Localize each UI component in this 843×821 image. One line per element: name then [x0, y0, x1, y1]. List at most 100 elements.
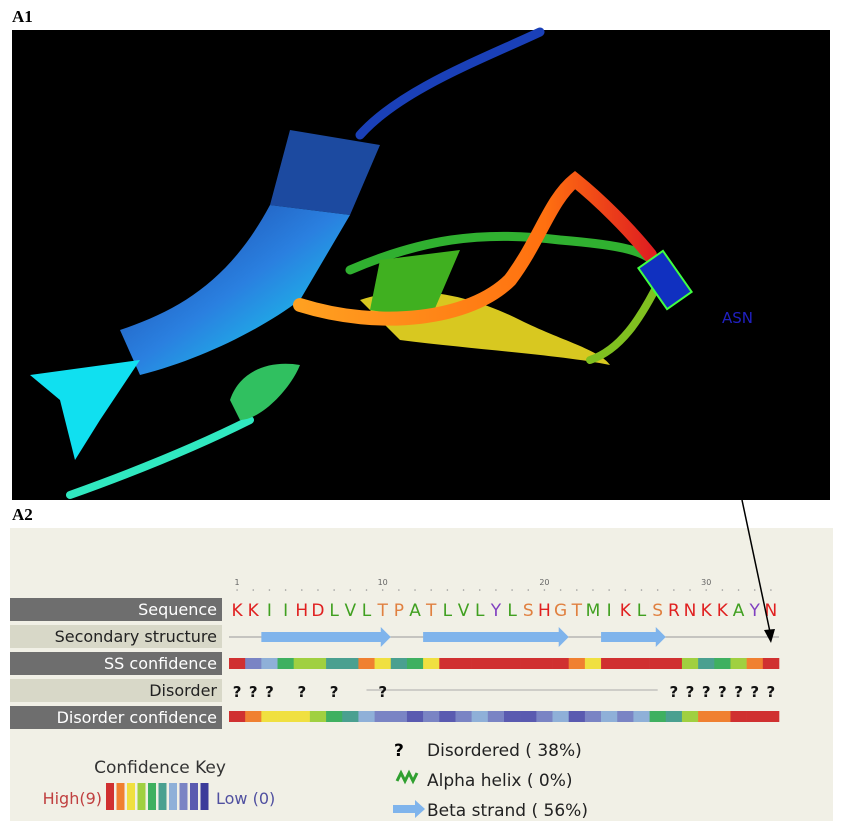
residue: H	[295, 601, 308, 621]
confidence-cell	[536, 711, 552, 722]
row-label: Disorder	[149, 681, 217, 700]
confidence-cell	[601, 658, 617, 669]
ruler-dot	[689, 589, 691, 591]
residue: A	[409, 601, 421, 621]
ruler-dot	[463, 589, 465, 591]
confidence-cell	[261, 658, 277, 669]
ruler-label: 20	[539, 578, 549, 587]
residue: D	[311, 601, 324, 621]
confidence-cell	[342, 658, 358, 669]
confidence-cell	[698, 711, 714, 722]
residue: R	[668, 601, 680, 621]
key-swatch	[127, 783, 135, 810]
confidence-cell	[310, 711, 326, 722]
confidence-cell	[601, 711, 617, 722]
confidence-cell	[472, 658, 488, 669]
residue: H	[538, 601, 551, 621]
key-swatch	[180, 783, 188, 810]
confidence-cell	[714, 658, 730, 669]
confidence-cell	[650, 711, 666, 722]
ruler-dot	[722, 589, 724, 591]
residue: L	[507, 601, 517, 621]
confidence-cell	[585, 711, 601, 722]
disorder-mark: ?	[750, 683, 759, 701]
residue: T	[425, 601, 437, 621]
confidence-cell	[666, 711, 682, 722]
ruler-dot	[285, 589, 287, 591]
page: A1 ASN A2 SequenceSecondary structureSS …	[0, 0, 843, 821]
disorder-mark: ?	[233, 683, 242, 701]
confidence-cell	[407, 711, 423, 722]
confidence-cell	[423, 711, 439, 722]
confidence-cell	[617, 711, 633, 722]
key-swatch	[148, 783, 156, 810]
confidence-cell	[326, 711, 342, 722]
residue: N	[684, 601, 697, 621]
confidence-cell	[245, 658, 261, 669]
residue: K	[232, 601, 244, 621]
key-high: High(9)	[43, 789, 102, 808]
confidence-cell	[342, 711, 358, 722]
confidence-cell	[439, 711, 455, 722]
confidence-cell	[633, 658, 649, 669]
disorder-mark: ?	[330, 683, 339, 701]
disorder-mark: ?	[378, 683, 387, 701]
ruler-dot	[625, 589, 627, 591]
confidence-cell	[278, 711, 294, 722]
ruler-label: 1	[235, 578, 240, 587]
confidence-cell	[375, 658, 391, 669]
ruler-dot	[576, 589, 578, 591]
residue: T	[571, 601, 583, 621]
confidence-cell	[407, 658, 423, 669]
confidence-cell	[229, 658, 245, 669]
residue: K	[620, 601, 632, 621]
confidence-cell	[504, 658, 520, 669]
row-label: SS confidence	[104, 654, 217, 673]
residue: I	[283, 601, 288, 621]
disorder-mark: ?	[734, 683, 743, 701]
disorder-mark: ?	[767, 683, 776, 701]
confidence-cell	[650, 658, 666, 669]
confidence-cell	[278, 658, 294, 669]
disorder-mark: ?	[265, 683, 274, 701]
confidence-cell	[569, 658, 585, 669]
confidence-cell	[747, 658, 763, 669]
ruler-dot	[366, 589, 368, 591]
panel-label: A2	[12, 505, 33, 524]
confidence-cell	[617, 658, 633, 669]
confidence-cell	[633, 711, 649, 722]
confidence-cell	[310, 658, 326, 669]
ruler-dot	[770, 589, 772, 591]
confidence-cell	[455, 658, 471, 669]
ruler-dot	[738, 589, 740, 591]
confidence-cell	[569, 711, 585, 722]
ruler-dot	[317, 589, 319, 591]
confidence-cell	[375, 711, 391, 722]
residue: M	[586, 601, 601, 621]
legend-label: Disordered ( 38%)	[427, 741, 582, 761]
residue: K	[717, 601, 729, 621]
ruler-dot	[560, 589, 562, 591]
row-label: Sequence	[138, 600, 217, 619]
ruler-dot	[398, 589, 400, 591]
ruler-dot	[333, 589, 335, 591]
confidence-cell	[245, 711, 261, 722]
residue: L	[329, 601, 339, 621]
confidence-cell	[585, 658, 601, 669]
residue: V	[458, 601, 470, 621]
disorder-mark: ?	[718, 683, 727, 701]
disorder-mark: ?	[702, 683, 711, 701]
confidence-cell	[358, 711, 374, 722]
row-label: Secondary structure	[55, 627, 217, 646]
confidence-cell	[763, 711, 779, 722]
ruler-dot	[252, 589, 254, 591]
key-low: Low (0)	[216, 789, 275, 808]
residue: L	[475, 601, 485, 621]
residue: P	[394, 601, 404, 621]
residue: K	[701, 601, 713, 621]
confidence-cell	[423, 658, 439, 669]
confidence-cell	[682, 711, 698, 722]
confidence-cell	[682, 658, 698, 669]
residue: V	[345, 601, 357, 621]
confidence-cell	[553, 658, 569, 669]
